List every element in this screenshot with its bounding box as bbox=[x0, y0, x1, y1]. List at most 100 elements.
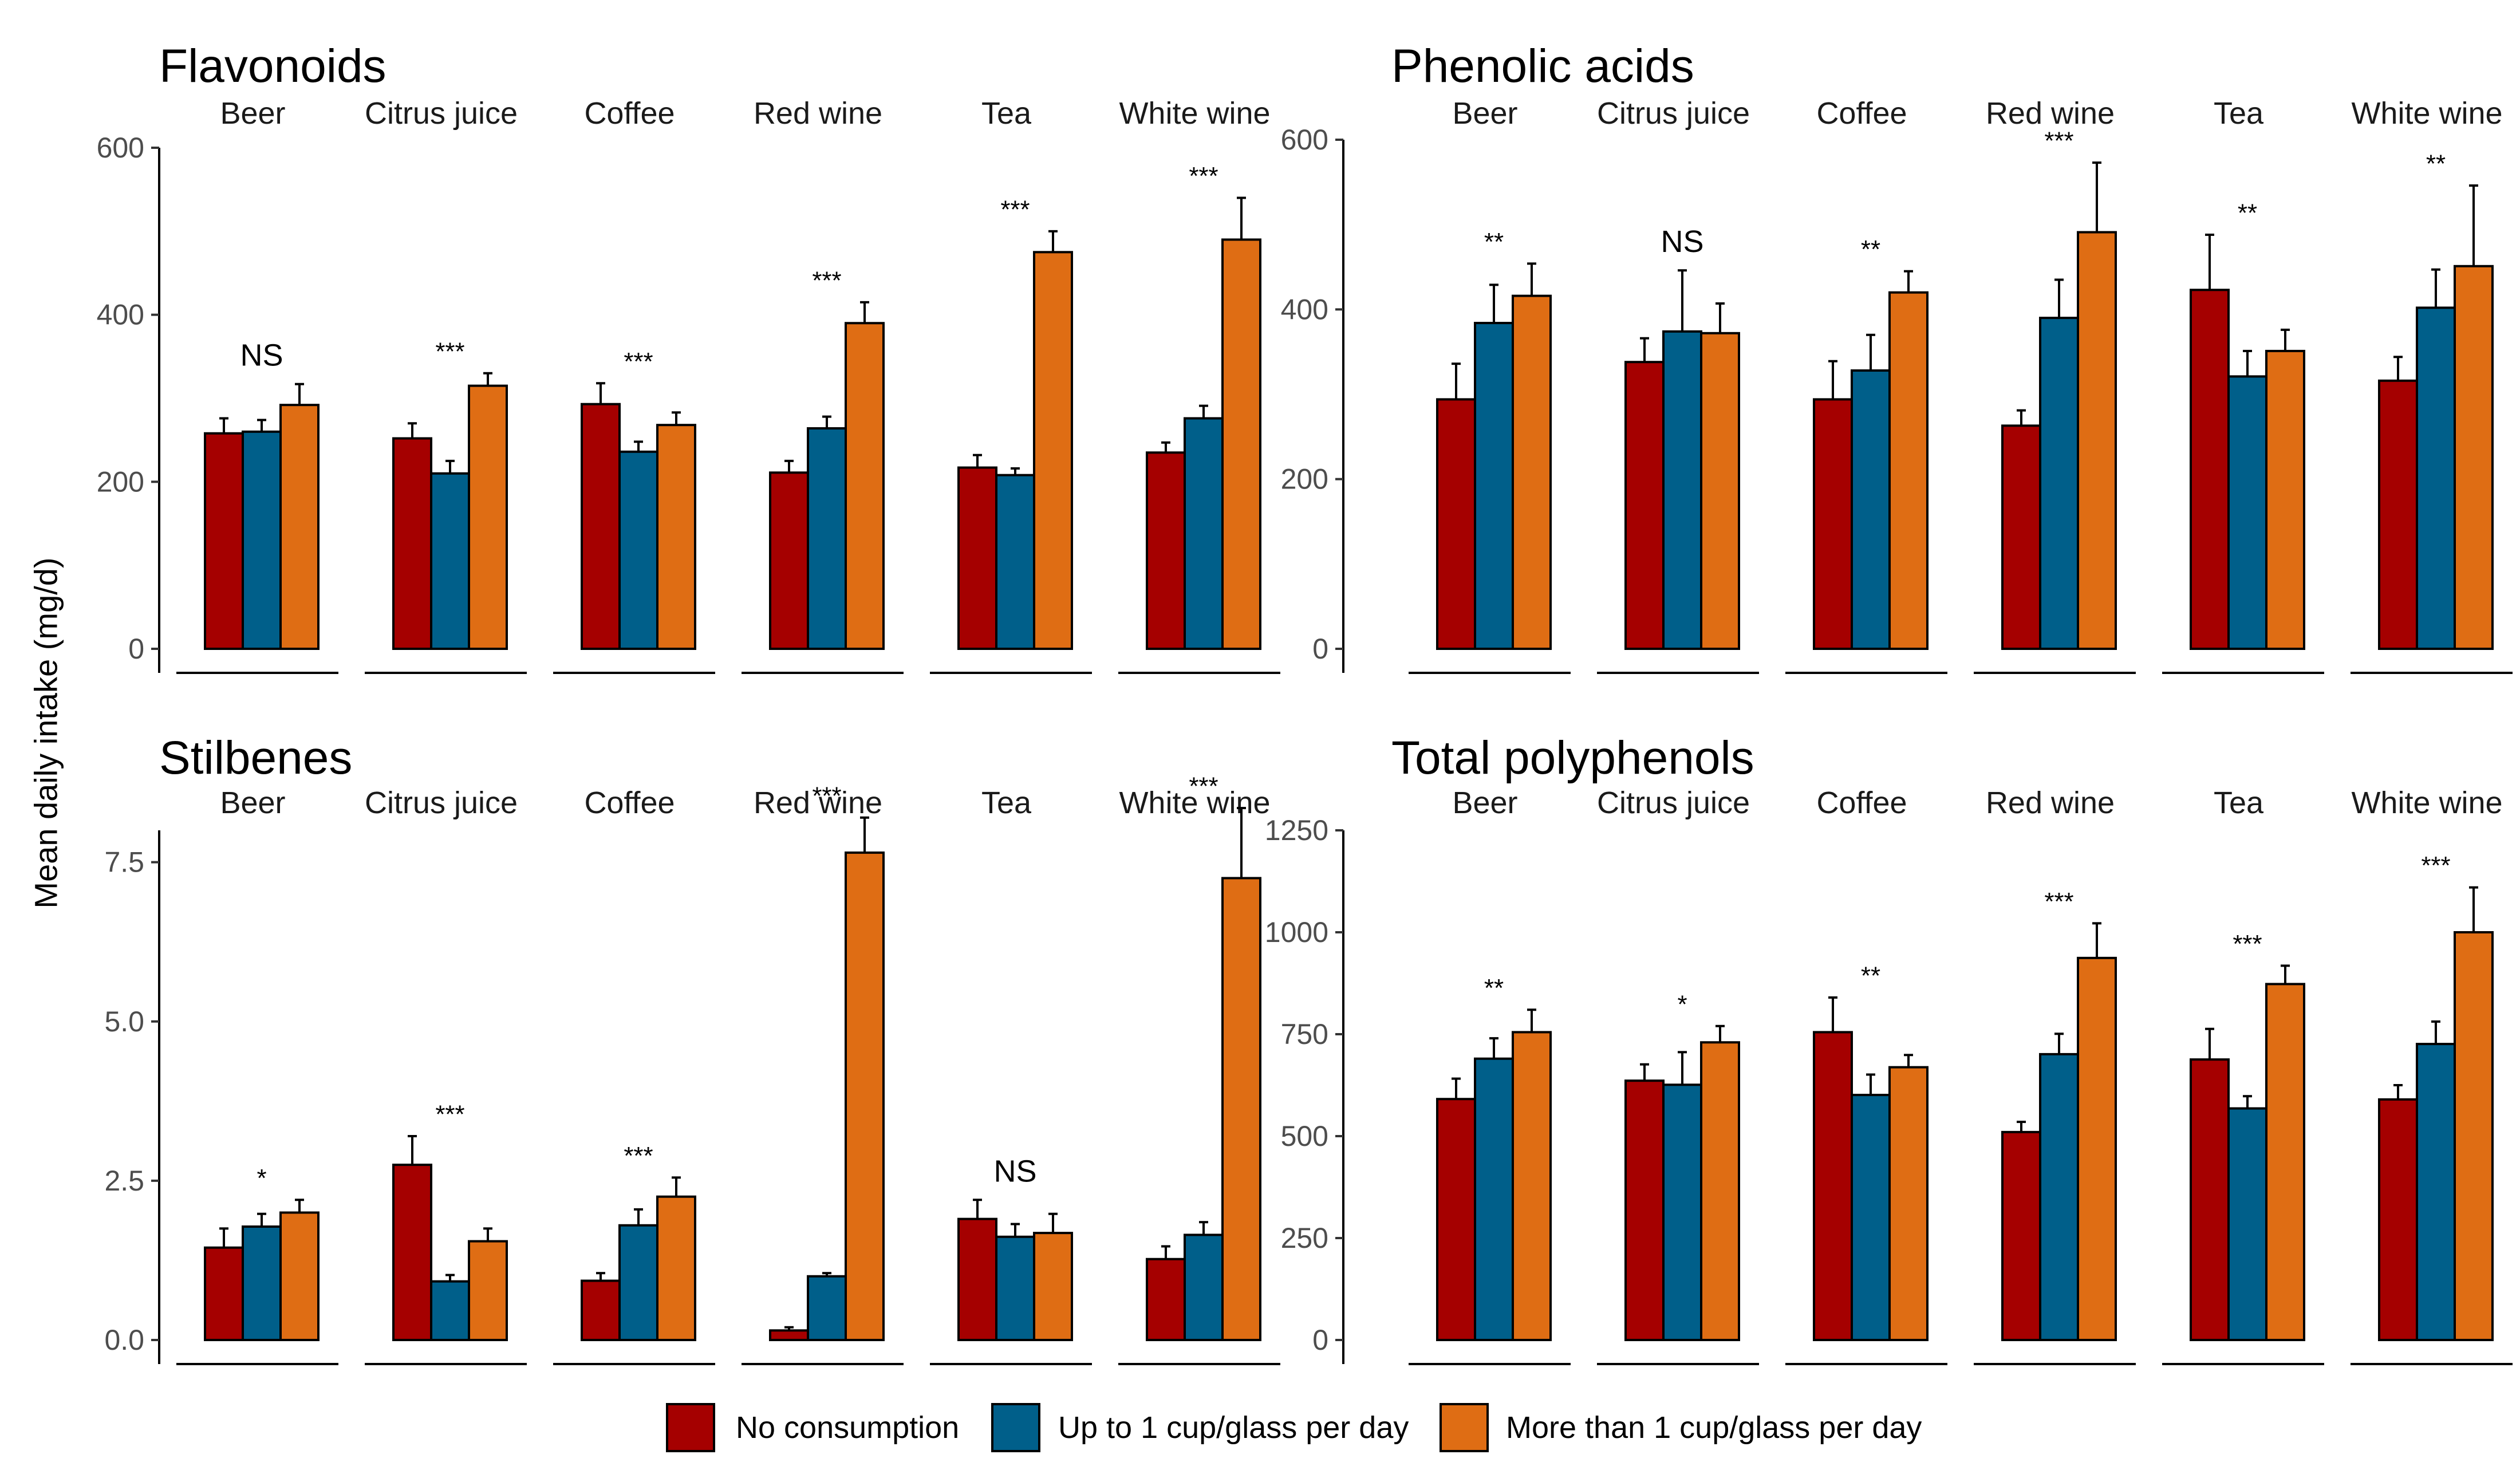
facet-label-stilbenes-citrus-juice: Citrus juice bbox=[365, 786, 518, 820]
significance-flavonoids-white-wine: *** bbox=[1189, 162, 1218, 190]
significance-phenolic-acids-coffee: ** bbox=[1861, 235, 1880, 263]
bar-phenolic-acids-beer-more-than-1 bbox=[1512, 294, 1552, 650]
facet-label-phenolic-acids-white-wine: White wine bbox=[2351, 96, 2502, 131]
y-tick-label-total-polyphenols: 1000 bbox=[1265, 916, 1328, 948]
significance-stilbenes-red-wine: *** bbox=[812, 782, 841, 810]
y-tick-label-total-polyphenols: 250 bbox=[1281, 1222, 1328, 1254]
y-tick-label-phenolic-acids: 200 bbox=[1281, 463, 1328, 495]
bar-total-polyphenols-beer-no-consumption bbox=[1436, 1098, 1476, 1341]
y-tick-label-stilbenes: 2.5 bbox=[104, 1165, 144, 1197]
bar-flavonoids-white-wine-more-than-1 bbox=[1221, 238, 1261, 650]
bar-phenolic-acids-citrus-juice-no-consumption bbox=[1624, 361, 1665, 650]
bar-phenolic-acids-white-wine-up-to-1 bbox=[2416, 306, 2456, 650]
bar-phenolic-acids-red-wine-no-consumption bbox=[2001, 424, 2041, 650]
bar-phenolic-acids-tea-up-to-1 bbox=[2227, 375, 2267, 650]
significance-total-polyphenols-beer: ** bbox=[1484, 974, 1504, 1002]
y-tick-label-stilbenes: 7.5 bbox=[104, 846, 144, 878]
bar-phenolic-acids-coffee-no-consumption bbox=[1813, 398, 1853, 650]
bar-flavonoids-coffee-no-consumption bbox=[581, 403, 621, 650]
y-tick-label-stilbenes: 0.0 bbox=[104, 1324, 144, 1356]
panel-title-stilbenes: Stilbenes bbox=[159, 732, 352, 784]
bar-total-polyphenols-tea-more-than-1 bbox=[2265, 983, 2305, 1341]
panel-phenolic-acids: Phenolic acids 0 200 400 600 Beer ** Citrus jui… bbox=[1281, 40, 2513, 674]
significance-total-polyphenols-citrus-juice: * bbox=[1677, 990, 1687, 1018]
bar-total-polyphenols-white-wine-no-consumption bbox=[2378, 1098, 2418, 1342]
significance-flavonoids-tea: *** bbox=[1000, 195, 1030, 223]
bar-total-polyphenols-coffee-no-consumption bbox=[1813, 1031, 1853, 1341]
bar-phenolic-acids-citrus-juice-up-to-1 bbox=[1662, 330, 1702, 650]
bar-flavonoids-white-wine-up-to-1 bbox=[1184, 417, 1224, 650]
significance-flavonoids-coffee: *** bbox=[624, 348, 653, 376]
bar-flavonoids-citrus-juice-up-to-1 bbox=[430, 472, 470, 650]
bar-flavonoids-tea-no-consumption bbox=[957, 466, 997, 651]
bar-total-polyphenols-citrus-juice-more-than-1 bbox=[1700, 1041, 1740, 1341]
facet-label-phenolic-acids-tea: Tea bbox=[2214, 96, 2264, 131]
bar-flavonoids-coffee-more-than-1 bbox=[656, 424, 696, 651]
bar-flavonoids-tea-more-than-1 bbox=[1033, 251, 1073, 650]
significance-flavonoids-red-wine: *** bbox=[812, 266, 841, 294]
bar-total-polyphenols-white-wine-up-to-1 bbox=[2416, 1043, 2456, 1341]
y-tick-label-phenolic-acids: 400 bbox=[1281, 293, 1328, 325]
y-tick-label-phenolic-acids: 0 bbox=[1312, 633, 1328, 665]
bar-stilbenes-coffee-more-than-1 bbox=[656, 1195, 696, 1341]
bar-stilbenes-coffee-up-to-1 bbox=[618, 1224, 658, 1341]
facet-label-flavonoids-red-wine: Red wine bbox=[754, 96, 882, 131]
facet-label-flavonoids-tea: Tea bbox=[981, 96, 1032, 131]
panel-title-flavonoids: Flavonoids bbox=[159, 40, 387, 92]
facet-label-phenolic-acids-beer: Beer bbox=[1452, 96, 1517, 131]
significance-flavonoids-beer: NS bbox=[240, 338, 283, 373]
panel-title-phenolic-acids: Phenolic acids bbox=[1391, 40, 1694, 92]
bar-phenolic-acids-beer-no-consumption bbox=[1436, 398, 1476, 650]
y-tick-label-flavonoids: 0 bbox=[128, 633, 144, 665]
significance-phenolic-acids-red-wine: *** bbox=[2044, 127, 2073, 155]
bar-stilbenes-white-wine-no-consumption bbox=[1146, 1258, 1186, 1341]
significance-stilbenes-tea: NS bbox=[993, 1154, 1036, 1188]
bar-stilbenes-beer-no-consumption bbox=[204, 1246, 244, 1341]
bar-flavonoids-red-wine-more-than-1 bbox=[845, 322, 885, 650]
bar-stilbenes-tea-more-than-1 bbox=[1033, 1232, 1073, 1342]
y-tick-label-total-polyphenols: 0 bbox=[1312, 1324, 1328, 1356]
bar-total-polyphenols-tea-no-consumption bbox=[2190, 1058, 2230, 1342]
significance-stilbenes-citrus-juice: *** bbox=[435, 1101, 464, 1129]
bar-flavonoids-red-wine-up-to-1 bbox=[807, 427, 847, 650]
facet-label-total-polyphenols-beer: Beer bbox=[1452, 786, 1517, 820]
legend-swatch-no-consumption bbox=[666, 1403, 715, 1452]
legend[interactable]: No consumption Up to 1 cup/glass per day… bbox=[666, 1403, 1922, 1452]
bar-stilbenes-white-wine-more-than-1 bbox=[1221, 877, 1261, 1341]
bar-flavonoids-beer-no-consumption bbox=[204, 432, 244, 650]
significance-total-polyphenols-tea: *** bbox=[2233, 930, 2262, 958]
significance-phenolic-acids-citrus-juice: NS bbox=[1661, 224, 1703, 259]
bar-total-polyphenols-red-wine-more-than-1 bbox=[2077, 956, 2117, 1341]
significance-phenolic-acids-tea: ** bbox=[2238, 199, 2257, 227]
bar-stilbenes-beer-more-than-1 bbox=[279, 1211, 320, 1341]
bar-phenolic-acids-white-wine-no-consumption bbox=[2378, 379, 2418, 650]
significance-total-polyphenols-white-wine: *** bbox=[2421, 852, 2450, 880]
bar-phenolic-acids-coffee-more-than-1 bbox=[1888, 291, 1929, 650]
significance-phenolic-acids-beer: ** bbox=[1484, 228, 1504, 256]
significance-total-polyphenols-coffee: ** bbox=[1861, 961, 1880, 990]
y-tick-label-flavonoids: 400 bbox=[97, 299, 144, 331]
legend-label-more-than-1: More than 1 cup/glass per day bbox=[1506, 1410, 1922, 1445]
facet-label-stilbenes-beer: Beer bbox=[220, 786, 285, 820]
bar-total-polyphenols-coffee-more-than-1 bbox=[1888, 1066, 1929, 1341]
legend-swatch-up-to-1 bbox=[991, 1403, 1040, 1452]
y-tick-label-stilbenes: 5.0 bbox=[104, 1006, 144, 1038]
bar-stilbenes-tea-up-to-1 bbox=[995, 1235, 1035, 1341]
legend-label-up-to-1: Up to 1 cup/glass per day bbox=[1058, 1410, 1409, 1445]
bar-stilbenes-white-wine-up-to-1 bbox=[1184, 1233, 1224, 1341]
significance-total-polyphenols-red-wine: *** bbox=[2044, 888, 2073, 916]
panel-title-total-polyphenols: Total polyphenols bbox=[1391, 732, 1754, 784]
bar-stilbenes-citrus-juice-more-than-1 bbox=[468, 1240, 508, 1341]
bar-phenolic-acids-red-wine-more-than-1 bbox=[2077, 231, 2117, 651]
facet-label-flavonoids-beer: Beer bbox=[220, 96, 285, 131]
bar-total-polyphenols-white-wine-more-than-1 bbox=[2454, 931, 2494, 1341]
panel-total-polyphenols: Total polyphenols 0 250 500 750 1000 1250 Beer *… bbox=[1265, 732, 2513, 1365]
bar-flavonoids-red-wine-no-consumption bbox=[769, 471, 809, 651]
significance-stilbenes-white-wine: *** bbox=[1189, 773, 1218, 801]
significance-stilbenes-coffee: *** bbox=[624, 1142, 653, 1170]
facet-label-phenolic-acids-citrus-juice: Citrus juice bbox=[1597, 96, 1750, 131]
bar-stilbenes-citrus-juice-up-to-1 bbox=[430, 1280, 470, 1341]
facet-label-flavonoids-coffee: Coffee bbox=[584, 96, 675, 131]
bar-flavonoids-coffee-up-to-1 bbox=[618, 450, 658, 650]
